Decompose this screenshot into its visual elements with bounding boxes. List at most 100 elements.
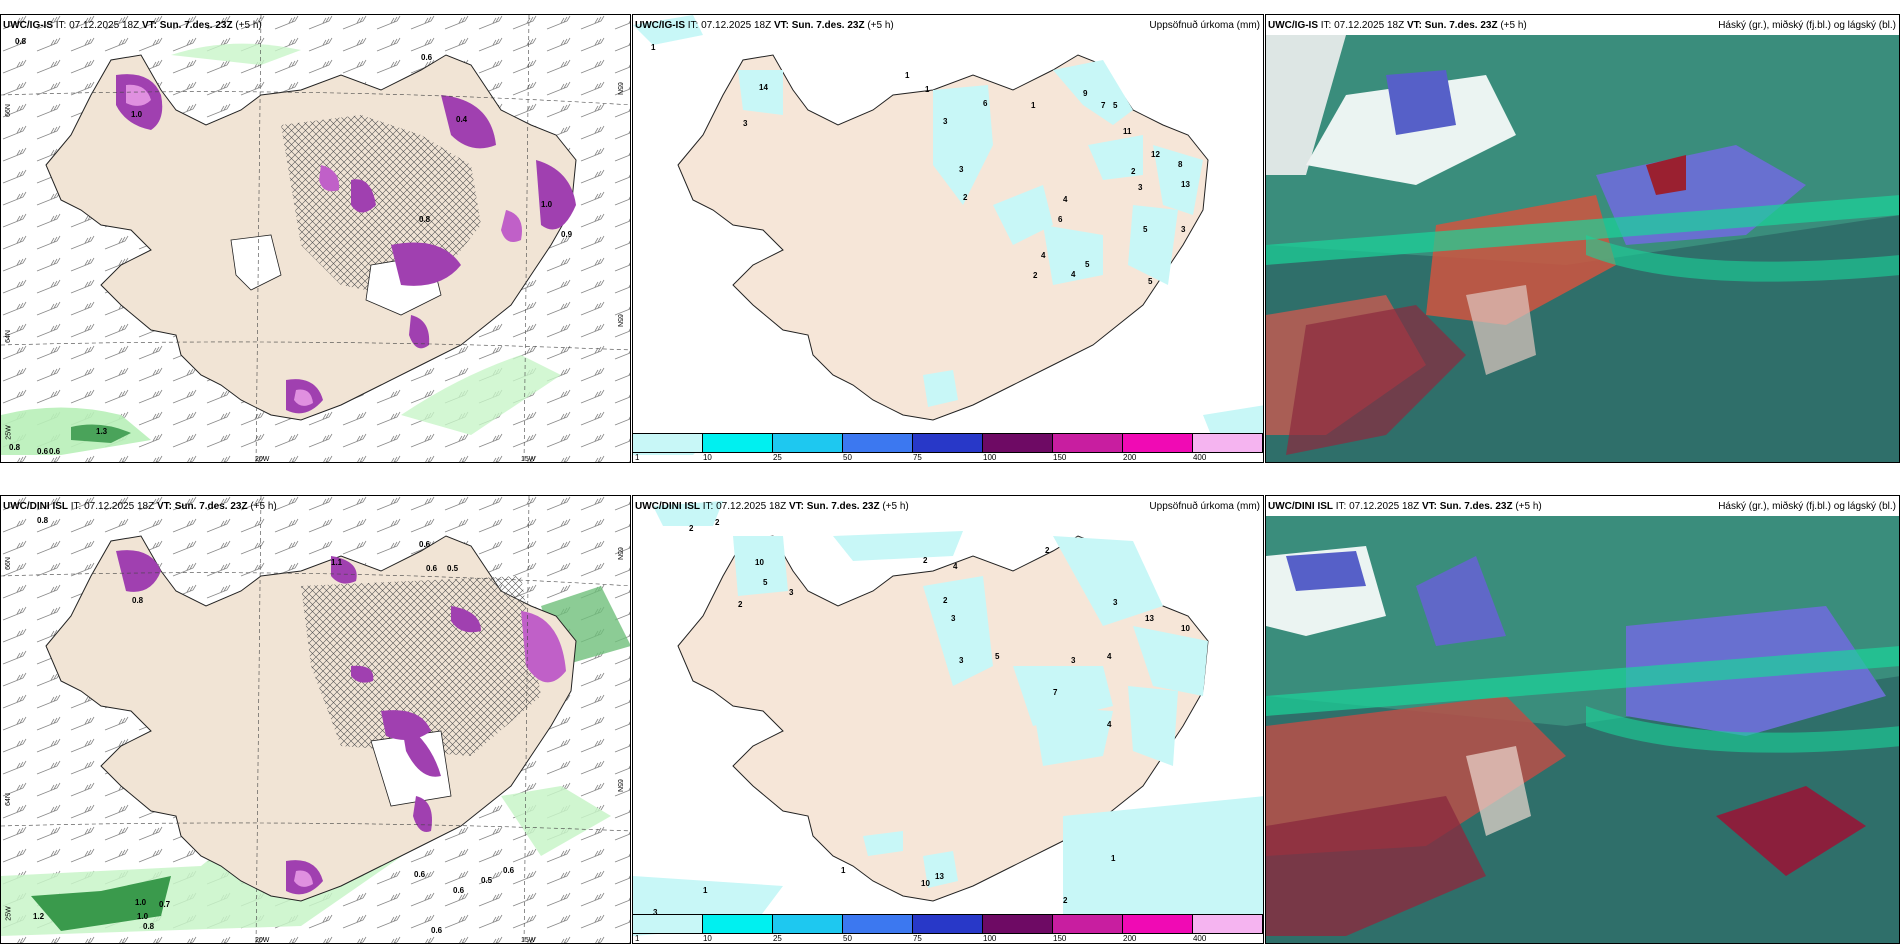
precip-legend: 1 10 25 50 75 100 150 200 400 bbox=[633, 433, 1263, 462]
panel-title: UWC/IG-IS IT: 07.12.2025 18Z VT: Sun. 7.… bbox=[635, 20, 894, 31]
lat-label: 66N bbox=[4, 557, 12, 570]
contour-label: 0.5 bbox=[481, 876, 493, 885]
precip-label: 4 bbox=[953, 562, 958, 571]
panel-variable: Uppsöfnuð úrkoma (mm) bbox=[1149, 20, 1260, 31]
legend-swatch bbox=[703, 434, 773, 452]
wind-precip-map bbox=[1, 496, 630, 943]
legend-swatch bbox=[633, 915, 703, 933]
legend-tick: 150 bbox=[1053, 934, 1067, 943]
precip-label: 4 bbox=[1063, 195, 1068, 204]
precip-label: 1 bbox=[703, 886, 708, 895]
precip-label: 5 bbox=[1143, 225, 1148, 234]
precip-label: 3 bbox=[1138, 183, 1143, 192]
precip-label: 7 bbox=[1053, 688, 1058, 697]
legend-swatch bbox=[843, 434, 913, 452]
legend-swatch bbox=[1053, 434, 1123, 452]
precip-label: 3 bbox=[951, 614, 956, 623]
contour-label: 0.8 bbox=[132, 596, 144, 605]
precip-label: 3 bbox=[653, 908, 658, 917]
legend-tick: 1 bbox=[635, 934, 640, 943]
contour-label: 0.6 bbox=[421, 53, 433, 62]
legend-swatch bbox=[913, 915, 983, 933]
precip-label: 4 bbox=[1107, 652, 1112, 661]
precip-label: 11 bbox=[1123, 127, 1132, 136]
lon-label: 15W bbox=[521, 937, 536, 944]
precip-label: 10 bbox=[1181, 624, 1190, 633]
contour-label: 0.9 bbox=[561, 230, 573, 239]
panel-top-right: UWC/IG-IS IT: 07.12.2025 18Z VT: Sun. 7.… bbox=[1265, 14, 1900, 463]
precip-label: 1 bbox=[1031, 101, 1036, 110]
legend-swatch bbox=[1193, 915, 1263, 933]
precip-label: 5 bbox=[763, 578, 768, 587]
legend-tick: 400 bbox=[1192, 934, 1207, 943]
precip-label: 2 bbox=[943, 596, 948, 605]
legend-tick: 50 bbox=[843, 934, 852, 943]
panel-variable: Háský (gr.), miðský (fj.bl.) og lágský (… bbox=[1718, 20, 1896, 31]
precip-label: 13 bbox=[1145, 614, 1154, 623]
precip-label: 3 bbox=[1071, 656, 1076, 665]
legend-tick: 50 bbox=[843, 453, 852, 462]
legend-tick: 25 bbox=[772, 453, 782, 462]
contour-label: 1.2 bbox=[33, 912, 45, 921]
contour-label: 0.6 bbox=[503, 866, 515, 875]
legend-swatch bbox=[773, 915, 843, 933]
precip-label: 4 bbox=[1041, 251, 1046, 260]
legend-swatch bbox=[983, 915, 1053, 933]
precip-label: 3 bbox=[743, 119, 748, 128]
precip-label: 5 bbox=[1148, 277, 1153, 286]
precip-label: 4 bbox=[1107, 720, 1112, 729]
precip-legend: 1 10 25 50 75 100 150 200 400 bbox=[633, 914, 1263, 943]
legend-tick: 100 bbox=[983, 453, 997, 462]
precip-label: 3 bbox=[789, 588, 794, 597]
panel-title: UWC/IG-IS IT: 07.12.2025 18Z VT: Sun. 7.… bbox=[3, 20, 262, 31]
legend-tick: 10 bbox=[702, 453, 712, 462]
precip-label: 10 bbox=[921, 879, 930, 888]
precip-label: 12 bbox=[1151, 150, 1160, 159]
legend-tick: 200 bbox=[1123, 934, 1137, 943]
legend-tick: 25 bbox=[772, 934, 782, 943]
precip-label: 2 bbox=[715, 518, 720, 527]
precip-accum-map bbox=[633, 501, 1263, 936]
precip-label: 14 bbox=[759, 83, 768, 92]
panel-bottom-middle: UWC/DINI ISL IT: 07.12.2025 18Z VT: Sun.… bbox=[632, 495, 1264, 944]
contour-label: 1.0 bbox=[131, 110, 143, 119]
legend-tick: 10 bbox=[702, 934, 712, 943]
legend-swatch bbox=[913, 434, 983, 452]
precip-label: 13 bbox=[1181, 180, 1190, 189]
contour-label: 0.6 bbox=[37, 447, 49, 456]
contour-label: 0.6 bbox=[431, 926, 443, 935]
contour-label: 0.8 bbox=[419, 215, 431, 224]
precip-label: 2 bbox=[1063, 896, 1068, 905]
legend-tick: 1 bbox=[635, 453, 640, 462]
panel-top-left: UWC/IG-IS IT: 07.12.2025 18Z VT: Sun. 7.… bbox=[0, 14, 631, 463]
legend-swatch bbox=[633, 434, 703, 452]
legend-swatch bbox=[703, 915, 773, 933]
precip-label: 1 bbox=[651, 43, 656, 52]
precip-label: 8 bbox=[1178, 160, 1183, 169]
contour-label: 0.8 bbox=[143, 922, 155, 931]
precip-label: 10 bbox=[755, 558, 764, 567]
contour-label: 1.0 bbox=[135, 898, 147, 907]
precip-label: 5 bbox=[1085, 260, 1090, 269]
legend-swatch bbox=[983, 434, 1053, 452]
lat-label: 65N bbox=[615, 547, 623, 560]
legend-swatch bbox=[1123, 915, 1193, 933]
lat-label: 65N bbox=[615, 82, 623, 95]
precip-label: 2 bbox=[923, 556, 928, 565]
contour-label: 1.0 bbox=[541, 200, 553, 209]
panel-top-middle: UWC/IG-IS IT: 07.12.2025 18Z VT: Sun. 7.… bbox=[632, 14, 1264, 463]
precip-label: 4 bbox=[1071, 270, 1076, 279]
precip-label: 1 bbox=[1111, 854, 1116, 863]
panel-bottom-left: UWC/DINI ISL IT: 07.12.2025 18Z VT: Sun.… bbox=[0, 495, 631, 944]
legend-swatch bbox=[1193, 434, 1263, 452]
lat-label: 65N bbox=[615, 314, 623, 327]
precip-label: 2 bbox=[1033, 271, 1038, 280]
contour-label: 0.6 bbox=[453, 886, 465, 895]
panel-bottom-right: UWC/DINI ISL IT: 07.12.2025 18Z VT: Sun.… bbox=[1265, 495, 1900, 944]
panel-variable: Háský (gr.), miðský (fj.bl.) og lágský (… bbox=[1718, 501, 1896, 512]
legend-tick: 75 bbox=[912, 934, 922, 943]
lon-label: 25W bbox=[5, 425, 13, 440]
lon-label: 25W bbox=[5, 906, 13, 921]
precip-label: 5 bbox=[1113, 101, 1118, 110]
lat-label: 66N bbox=[4, 104, 12, 117]
